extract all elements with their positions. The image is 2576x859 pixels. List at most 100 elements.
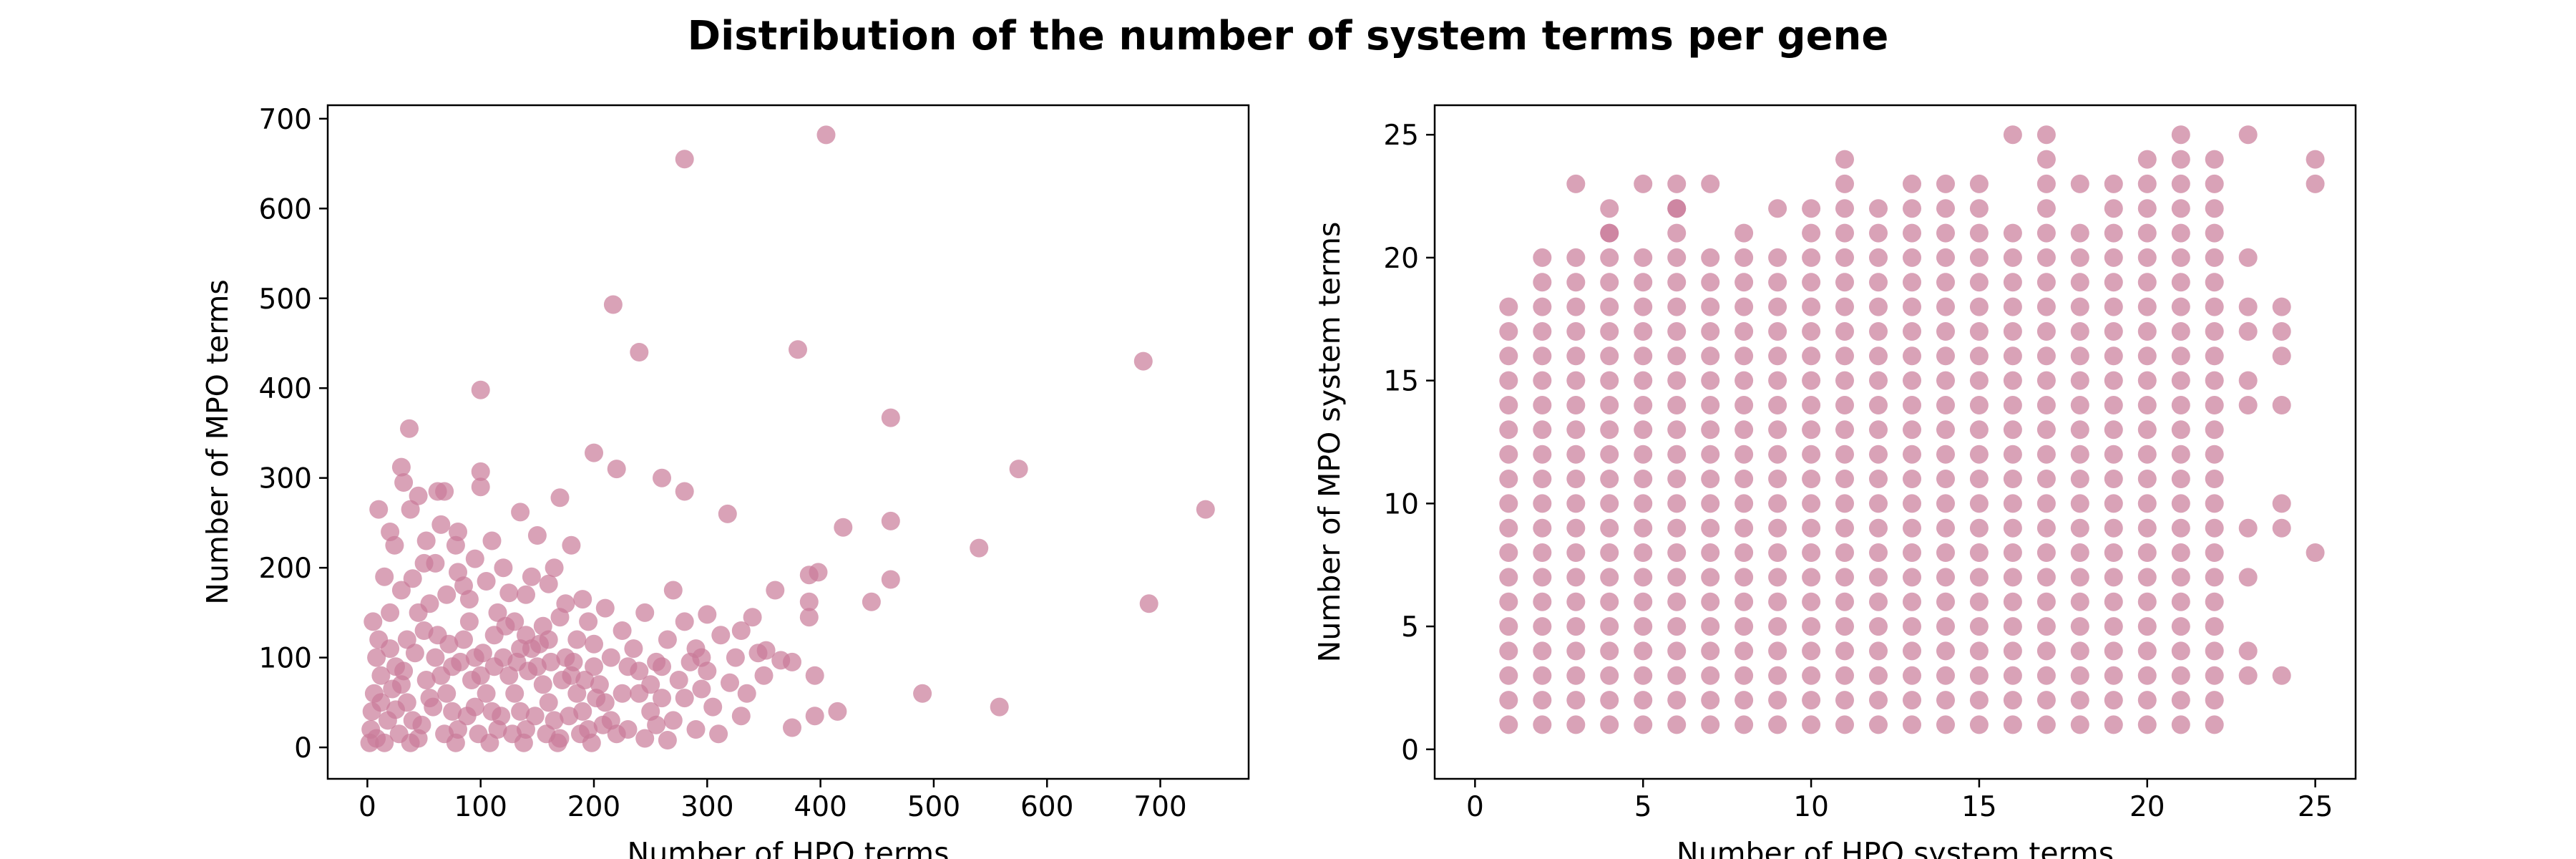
data-point [816, 125, 836, 145]
data-point [2104, 322, 2123, 341]
data-point [2272, 322, 2291, 341]
data-point [1701, 297, 1720, 316]
data-point [1667, 248, 1687, 267]
data-point [1566, 543, 1586, 562]
data-point [711, 626, 731, 645]
data-point [1802, 592, 1821, 611]
data-point [1634, 617, 1653, 636]
data-point [477, 684, 496, 703]
data-point [1499, 420, 1518, 440]
data-point [737, 684, 756, 703]
data-point [391, 457, 411, 477]
data-point [517, 585, 535, 604]
data-point [2137, 666, 2157, 685]
data-point [1600, 592, 1619, 611]
x-tick-label: 400 [794, 791, 847, 823]
data-point [1634, 273, 1653, 292]
data-point [1969, 715, 1989, 734]
data-point [2070, 273, 2089, 292]
data-point [1835, 568, 1854, 587]
data-point [471, 477, 490, 497]
data-point [1667, 273, 1687, 292]
data-point [2003, 273, 2022, 292]
data-point [1600, 617, 1619, 636]
data-point [1533, 691, 1552, 710]
data-point [1903, 174, 1921, 193]
data-point [420, 689, 439, 708]
data-point [1936, 641, 1955, 661]
data-point [1936, 518, 1955, 538]
data-point [1936, 617, 1955, 636]
data-point [1802, 445, 1821, 464]
data-point [2171, 223, 2190, 243]
data-point [496, 616, 515, 636]
data-point [2003, 223, 2022, 243]
data-point [2036, 543, 2056, 562]
data-point [1667, 641, 1687, 661]
data-point [1735, 322, 1754, 341]
data-point [2137, 346, 2157, 366]
data-point [527, 526, 547, 545]
data-point [2171, 248, 2190, 267]
data-point [1835, 273, 1854, 292]
data-point [443, 657, 462, 676]
data-point [1499, 518, 1518, 538]
y-tick-label: 5 [1401, 611, 1419, 644]
data-point [2238, 568, 2258, 587]
data-point [1634, 420, 1653, 440]
data-point [913, 684, 932, 703]
data-point [2036, 248, 2056, 267]
data-point [1936, 470, 1955, 488]
data-point [1936, 420, 1955, 440]
data-point [1600, 641, 1619, 661]
data-point [1499, 592, 1518, 611]
data-point [1600, 322, 1619, 341]
data-point [2205, 371, 2224, 390]
data-point [394, 473, 414, 492]
data-point [1499, 641, 1518, 661]
data-point [2070, 420, 2089, 440]
data-point [1600, 297, 1619, 316]
data-point [1869, 297, 1888, 316]
data-point [585, 657, 603, 676]
data-point [1936, 568, 1955, 587]
data-point [2238, 396, 2258, 414]
data-point [1802, 617, 1821, 636]
data-point [575, 671, 595, 689]
data-point [1903, 322, 1921, 341]
data-point [1499, 445, 1518, 464]
data-point [2137, 617, 2157, 636]
data-point [2205, 543, 2224, 562]
data-point [1768, 592, 1787, 611]
data-point [1802, 223, 1821, 243]
data-point [2070, 518, 2089, 538]
data-point [881, 408, 900, 427]
data-point [1701, 371, 1720, 390]
data-point [1903, 543, 1921, 562]
data-point [1634, 346, 1653, 366]
data-point [484, 657, 504, 676]
data-point [1566, 715, 1586, 734]
data-point [400, 419, 419, 438]
data-point [1533, 543, 1552, 562]
data-point [1835, 199, 1854, 218]
data-point [2003, 125, 2022, 145]
data-point [416, 671, 436, 689]
data-point [401, 733, 420, 752]
data-point [454, 630, 473, 649]
data-point [1936, 199, 1955, 218]
data-point [2137, 322, 2157, 341]
data-point [1533, 568, 1552, 587]
data-point [2205, 297, 2224, 316]
data-point [2137, 199, 2157, 218]
data-point [1701, 691, 1720, 710]
data-point [2003, 543, 2022, 562]
data-point [2272, 494, 2291, 513]
data-point [383, 679, 402, 699]
data-point [1735, 371, 1754, 390]
data-point [1903, 518, 1921, 538]
data-point [1936, 174, 1955, 193]
data-point [2003, 568, 2022, 587]
data-point [1869, 715, 1888, 734]
data-point [2104, 346, 2123, 366]
